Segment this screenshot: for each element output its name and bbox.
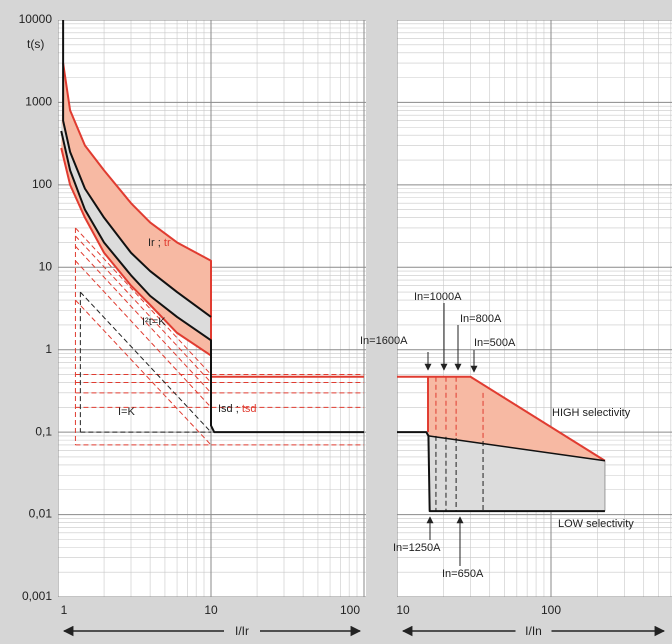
annotation-part: In=800A	[460, 313, 502, 325]
panel	[58, 20, 366, 597]
annotation-part: LOW selectivity	[558, 518, 634, 530]
annotation-part: In=1600A	[360, 335, 408, 347]
x-axis-label: I/Ir	[235, 624, 249, 638]
dashed-line	[75, 299, 212, 446]
curve	[62, 20, 212, 318]
label-bg	[515, 623, 552, 639]
y-tick-label: 0,01	[29, 507, 53, 521]
curve	[397, 431, 605, 513]
y-tick-label: 0,1	[35, 424, 52, 438]
annotation: I=K	[118, 406, 135, 418]
y-tick-label: 10	[39, 259, 53, 273]
annotation: In=650A	[442, 568, 484, 580]
area	[428, 376, 605, 461]
dashed-line	[75, 260, 212, 408]
x-axis-label: I/In	[525, 624, 542, 638]
annotation-part: I²t=K	[142, 316, 166, 328]
annotation-part: In=650A	[442, 568, 484, 580]
annotation: In=1600A	[360, 335, 408, 347]
annotation: Ir ; tr	[148, 237, 171, 249]
area	[61, 120, 212, 341]
x-tick-label: 100	[541, 603, 561, 617]
y-tick-label: 0,001	[22, 589, 52, 603]
annotation-part: Ir ;	[148, 237, 164, 249]
curve	[428, 435, 606, 462]
dashed-line	[75, 227, 212, 375]
panel	[397, 20, 672, 597]
annotation: In=1000A	[414, 291, 462, 303]
annotation-part: HIGH selectivity	[552, 407, 631, 419]
y-tick-label: 1000	[25, 95, 52, 109]
annotation-part: Isd ;	[218, 403, 242, 415]
y-tick-label: 1	[45, 342, 52, 356]
x-tick-label: 100	[340, 603, 360, 617]
dashed-line	[75, 245, 212, 394]
annotation: LOW selectivity	[558, 518, 634, 530]
dashed-line	[75, 235, 212, 383]
annotation-part: tsd	[242, 403, 257, 415]
annotation: In=1250A	[393, 542, 441, 554]
x-tick-label: 10	[396, 603, 410, 617]
y-tick-label: 10000	[19, 12, 53, 26]
annotation: I²t=K	[142, 316, 166, 328]
annotation-part: In=1250A	[393, 542, 441, 554]
x-tick-label: 1	[61, 603, 68, 617]
curve	[60, 147, 212, 357]
annotation-part: In=500A	[474, 337, 516, 349]
annotation-part: I=K	[118, 406, 135, 418]
label-bg	[224, 623, 260, 639]
curve	[60, 130, 364, 434]
annotation: HIGH selectivity	[552, 407, 631, 419]
annotation: Isd ; tsd	[218, 403, 257, 415]
annotation-part: tr	[164, 237, 171, 249]
annotation: In=500A	[474, 337, 516, 349]
y-axis-label: t(s)	[27, 37, 44, 51]
annotation-part: In=1000A	[414, 291, 462, 303]
y-tick-label: 100	[32, 177, 52, 191]
curve	[397, 375, 606, 462]
annotation: In=800A	[460, 313, 502, 325]
x-tick-label: 10	[204, 603, 218, 617]
curve	[62, 62, 364, 378]
